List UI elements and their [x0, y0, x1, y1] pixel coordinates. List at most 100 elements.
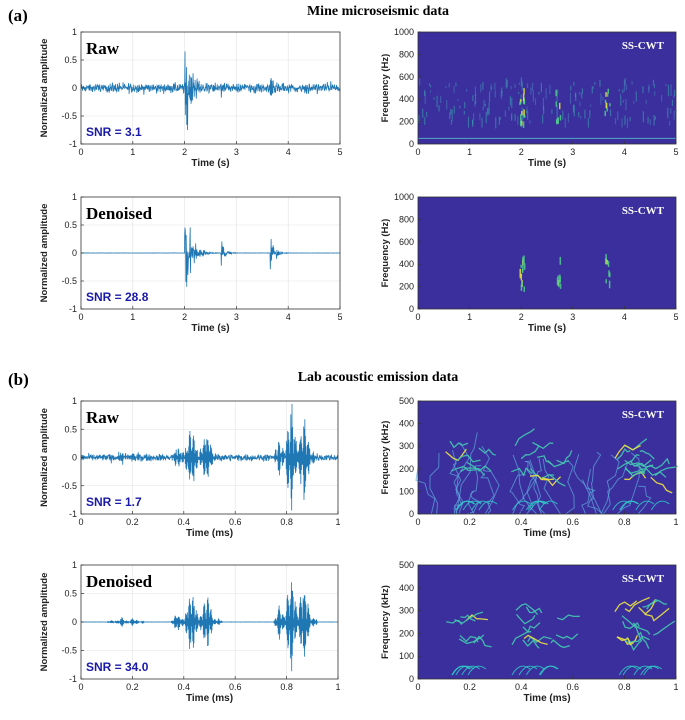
spectral-streak: [428, 83, 431, 86]
x-tick-label: 5: [337, 147, 342, 157]
low-freq-ridge: [635, 500, 655, 511]
ridge-curve: [621, 615, 643, 642]
plot-frame: [417, 31, 677, 145]
x-tick-label: 5: [337, 312, 342, 322]
ridge-curve: [616, 635, 638, 646]
spectral-streak: [526, 106, 528, 111]
spectral-streak: [455, 82, 457, 87]
spectral-streak: [505, 78, 507, 89]
ridge-curve: [639, 450, 655, 460]
event-energy: [523, 100, 526, 105]
spectral-streak: [480, 84, 482, 93]
spectral-streak: [581, 88, 584, 94]
raw-waveform-plot: 0 1 2 3 4 5 1 0.5 0 -0.5 -1 Time (s) Normalized ampl…: [39, 27, 343, 169]
ridge-curve: [547, 460, 570, 468]
spectral-streak: [449, 112, 451, 120]
y-axis-label: Normalized amplitude: [39, 204, 50, 303]
ridge-curve: [600, 454, 620, 515]
panel-a-label: (a): [8, 6, 28, 25]
ridge-curve: [536, 455, 553, 465]
ridge-curve: [550, 639, 571, 649]
event-energy: [604, 258, 607, 265]
spectral-streak: [504, 110, 506, 117]
ridge-curve: [512, 454, 525, 515]
spectral-streak: [549, 84, 551, 95]
ridge-curve: [565, 459, 575, 515]
spectral-streak: [648, 84, 650, 91]
event-energy: [608, 270, 610, 277]
ridge-curve: [642, 599, 658, 608]
ridge-curve: [459, 635, 479, 643]
y-axis-label: Frequency (Hz): [380, 219, 391, 288]
ridge-curve: [581, 479, 596, 515]
y-tick-label: 1000: [394, 27, 414, 37]
x-tick-label: 0.8: [280, 682, 293, 692]
spectral-streak: [591, 86, 593, 94]
spectral-streak: [621, 118, 623, 128]
event-energy: [558, 279, 560, 288]
spectral-streak: [498, 116, 501, 125]
event-energy: [557, 117, 559, 124]
spectral-streak: [653, 84, 656, 89]
x-tick-label: 0.6: [229, 682, 242, 692]
y-tick-label: 0: [409, 509, 414, 519]
spectral-streak: [624, 115, 626, 125]
low-freq-ridge: [455, 500, 475, 511]
spectral-streak: [670, 84, 672, 96]
y-tick-label: 800: [399, 214, 414, 224]
x-tick-label: 3: [234, 147, 239, 157]
spectral-streak: [572, 104, 575, 113]
y-tick-label: 1: [72, 560, 77, 570]
spectral-streak: [580, 116, 582, 119]
spectral-streak: [429, 90, 432, 93]
spectral-streak: [453, 86, 455, 93]
spectral-streak: [670, 108, 672, 114]
spectral-streak: [564, 117, 566, 128]
x-tick-label: 4: [622, 312, 627, 322]
spectral-streak: [633, 101, 635, 104]
ridge-curve: [590, 451, 603, 515]
low-freq-ridge: [527, 500, 547, 511]
x-tick-label: 0.4: [178, 682, 191, 692]
x-tick-label: 0.8: [618, 682, 631, 692]
signal-trace: [80, 582, 339, 672]
spectral-streak: [418, 115, 420, 123]
spectral-streak: [424, 91, 426, 104]
y-tick-label: 0.5: [64, 424, 77, 434]
spectral-streak: [419, 78, 421, 86]
spectral-streak: [499, 116, 501, 121]
event-energy: [520, 114, 522, 120]
event-energy: [559, 115, 562, 121]
low-freq-ridge: [620, 500, 640, 511]
event-energy: [523, 263, 526, 270]
x-tick-label: 1: [673, 682, 678, 692]
event-energy: [605, 254, 607, 262]
y-tick-label: 500: [399, 560, 414, 570]
event-energy: [521, 111, 523, 116]
event-energy: [520, 264, 522, 268]
spectral-streak: [626, 118, 629, 129]
spectral-streak: [545, 88, 547, 100]
event-energy: [522, 263, 524, 268]
spectral-streak: [422, 108, 424, 118]
ridge-curve: [524, 461, 542, 515]
spectral-streak: [649, 119, 651, 126]
spectrogram-plot: 0 1 2 3 4 5 1000 800 600 400 200 0 Time (s) Frequency…: [380, 27, 679, 169]
denoised-tag: Denoised: [86, 572, 153, 591]
low-freq-ridge: [612, 500, 632, 511]
x-axis-label: Time (ms): [186, 528, 233, 539]
spectral-streak: [629, 116, 631, 122]
y-tick-label: 600: [399, 237, 414, 247]
spectral-streak: [584, 109, 586, 119]
y-tick-label: -0.5: [61, 276, 77, 286]
event-energy: [555, 101, 558, 107]
spectral-streak: [445, 85, 447, 89]
x-axis-label: Time (s): [191, 158, 229, 169]
spectral-streak: [624, 78, 626, 86]
ridge-curve: [449, 462, 463, 515]
spectral-streak: [654, 91, 656, 96]
ridge-curve: [455, 454, 481, 463]
spectral-streak: [647, 116, 649, 124]
spectrogram-plot: 0 0.2 0.4 0.6 0.8 1 500 400 300 200 100 0 Time (ms) F…: [380, 396, 679, 539]
spectral-streak: [438, 105, 440, 112]
